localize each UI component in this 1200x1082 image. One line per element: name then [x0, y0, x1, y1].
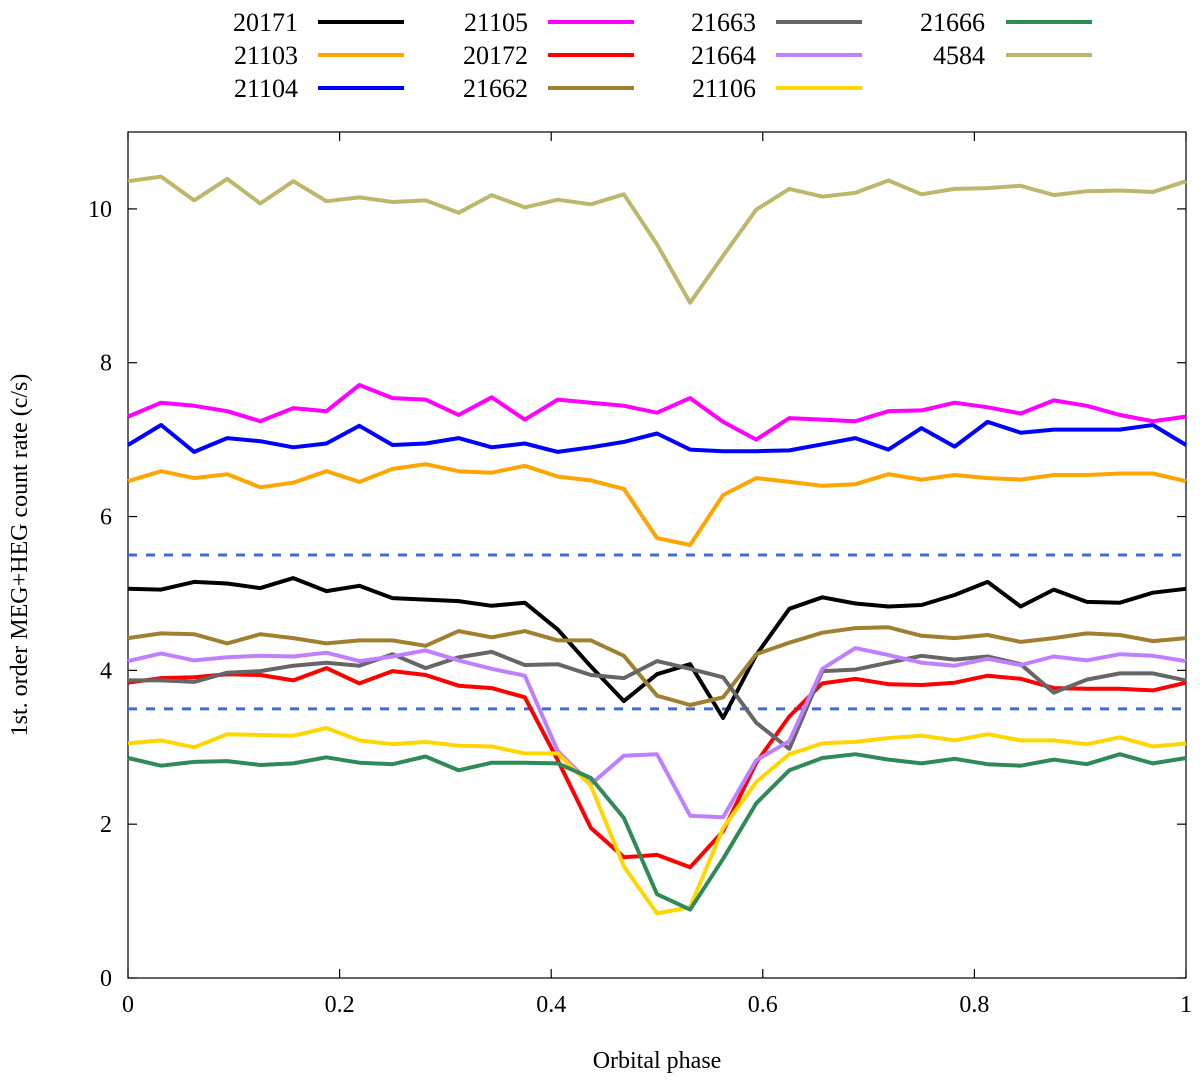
- series-line-21103: [127, 462, 1187, 547]
- legend-label-21662: 21662: [463, 74, 528, 103]
- x-tick-label: 0: [122, 992, 134, 1018]
- x-tick-label: 0.8: [959, 992, 989, 1018]
- y-tick-label: 6: [100, 505, 112, 531]
- x-tick-label: 0.6: [748, 992, 778, 1018]
- reference-lines: [128, 553, 1186, 711]
- series-line-20171: [127, 576, 1187, 720]
- series-line-21664: [127, 646, 1187, 820]
- x-tick-label: 0.4: [536, 992, 566, 1018]
- y-tick-label: 10: [88, 197, 112, 223]
- legend-label-21105: 21105: [464, 8, 528, 37]
- legend-label-20171: 20171: [233, 8, 298, 37]
- series-lines: [126, 174, 1188, 916]
- legend-label-21103: 21103: [234, 41, 298, 70]
- y-tick-label: 0: [100, 966, 112, 992]
- x-tick-label: 0.2: [325, 992, 355, 1018]
- legend-label-21104: 21104: [234, 74, 298, 103]
- series-line-4584: [127, 174, 1187, 305]
- series-line-21106: [127, 726, 1187, 916]
- legend-label-20172: 20172: [463, 41, 528, 70]
- y-tick-label: 8: [100, 351, 112, 377]
- legend-label-21664: 21664: [691, 41, 756, 70]
- series-line-21662: [127, 625, 1187, 707]
- x-tick-label: 1: [1180, 992, 1192, 1018]
- series-line-21104: [126, 419, 1188, 454]
- series-line-21105: [127, 383, 1187, 442]
- legend-label-4584: 4584: [933, 41, 985, 70]
- legend-label-21106: 21106: [692, 74, 756, 103]
- y-tick-label: 2: [100, 812, 112, 838]
- legend-label-21666: 21666: [920, 8, 985, 37]
- y-tick-label: 4: [100, 658, 112, 684]
- y-axis-title: 1st. order MEG+HEG count rate (c/s): [7, 374, 33, 737]
- x-axis-title: Orbital phase: [593, 1048, 722, 1074]
- series-line-21666: [127, 752, 1187, 912]
- legend-label-21663: 21663: [691, 8, 756, 37]
- series-line-20172: [127, 666, 1187, 870]
- legend: 20171 21103 21104 21105 20172 21662 21663 21664…: [233, 8, 1092, 103]
